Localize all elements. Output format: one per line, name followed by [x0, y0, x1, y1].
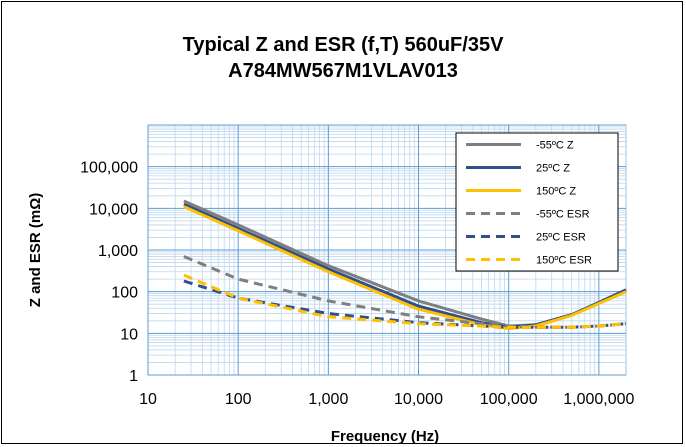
chart-subtitle: A784MW567M1VLAV013 — [228, 60, 458, 82]
y-tick-label: 10,000 — [89, 201, 138, 218]
y-tick-label: 1,000 — [98, 243, 138, 260]
legend-box — [455, 132, 619, 272]
series-group — [183, 199, 627, 331]
y-tick-label: 100 — [111, 285, 138, 302]
legend-label: 25ºC ESR — [536, 232, 586, 244]
legend-label: 150ºC Z — [536, 186, 576, 198]
legend: -55ºC Z 25ºC Z 150ºC Z -55ºC ESR 25ºC ESR 150… — [455, 132, 619, 272]
y-tick-label: 10 — [120, 326, 138, 343]
legend-label: -55ºC Z — [536, 140, 574, 152]
y-axis-label: Z and ESR (mΩ) — [27, 193, 44, 308]
legend-label: -55ºC ESR — [536, 209, 590, 221]
x-tick-label: 10,000 — [394, 391, 443, 408]
x-tick-label: 100 — [225, 391, 252, 408]
legend-label: 150ºC ESR — [536, 255, 592, 267]
chart-title: Typical Z and ESR (f,T) 560uF/35V — [182, 34, 504, 56]
x-tick-label: 1,000 — [308, 391, 348, 408]
x-tick-label: 100,000 — [480, 391, 538, 408]
x-tick-label: 10 — [139, 391, 157, 408]
x-tick-label: 1,000,000 — [563, 391, 634, 408]
x-axis-label: Frequency (Hz) — [331, 428, 439, 445]
legend-label: 25ºC Z — [536, 163, 570, 175]
series-line — [183, 273, 627, 329]
y-tick-label: 1 — [129, 368, 138, 385]
tick-labels: 10 100 1,000 10,000 100,000 1,000,0001101001,… — [80, 160, 634, 408]
y-tick-label: 100,000 — [80, 160, 138, 177]
